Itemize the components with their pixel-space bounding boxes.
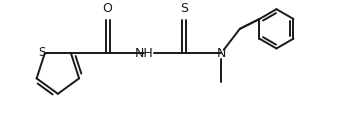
Text: O: O [103,2,112,15]
Text: NH: NH [135,47,153,60]
Text: S: S [181,2,189,15]
Text: N: N [216,47,226,60]
Text: S: S [38,46,46,59]
